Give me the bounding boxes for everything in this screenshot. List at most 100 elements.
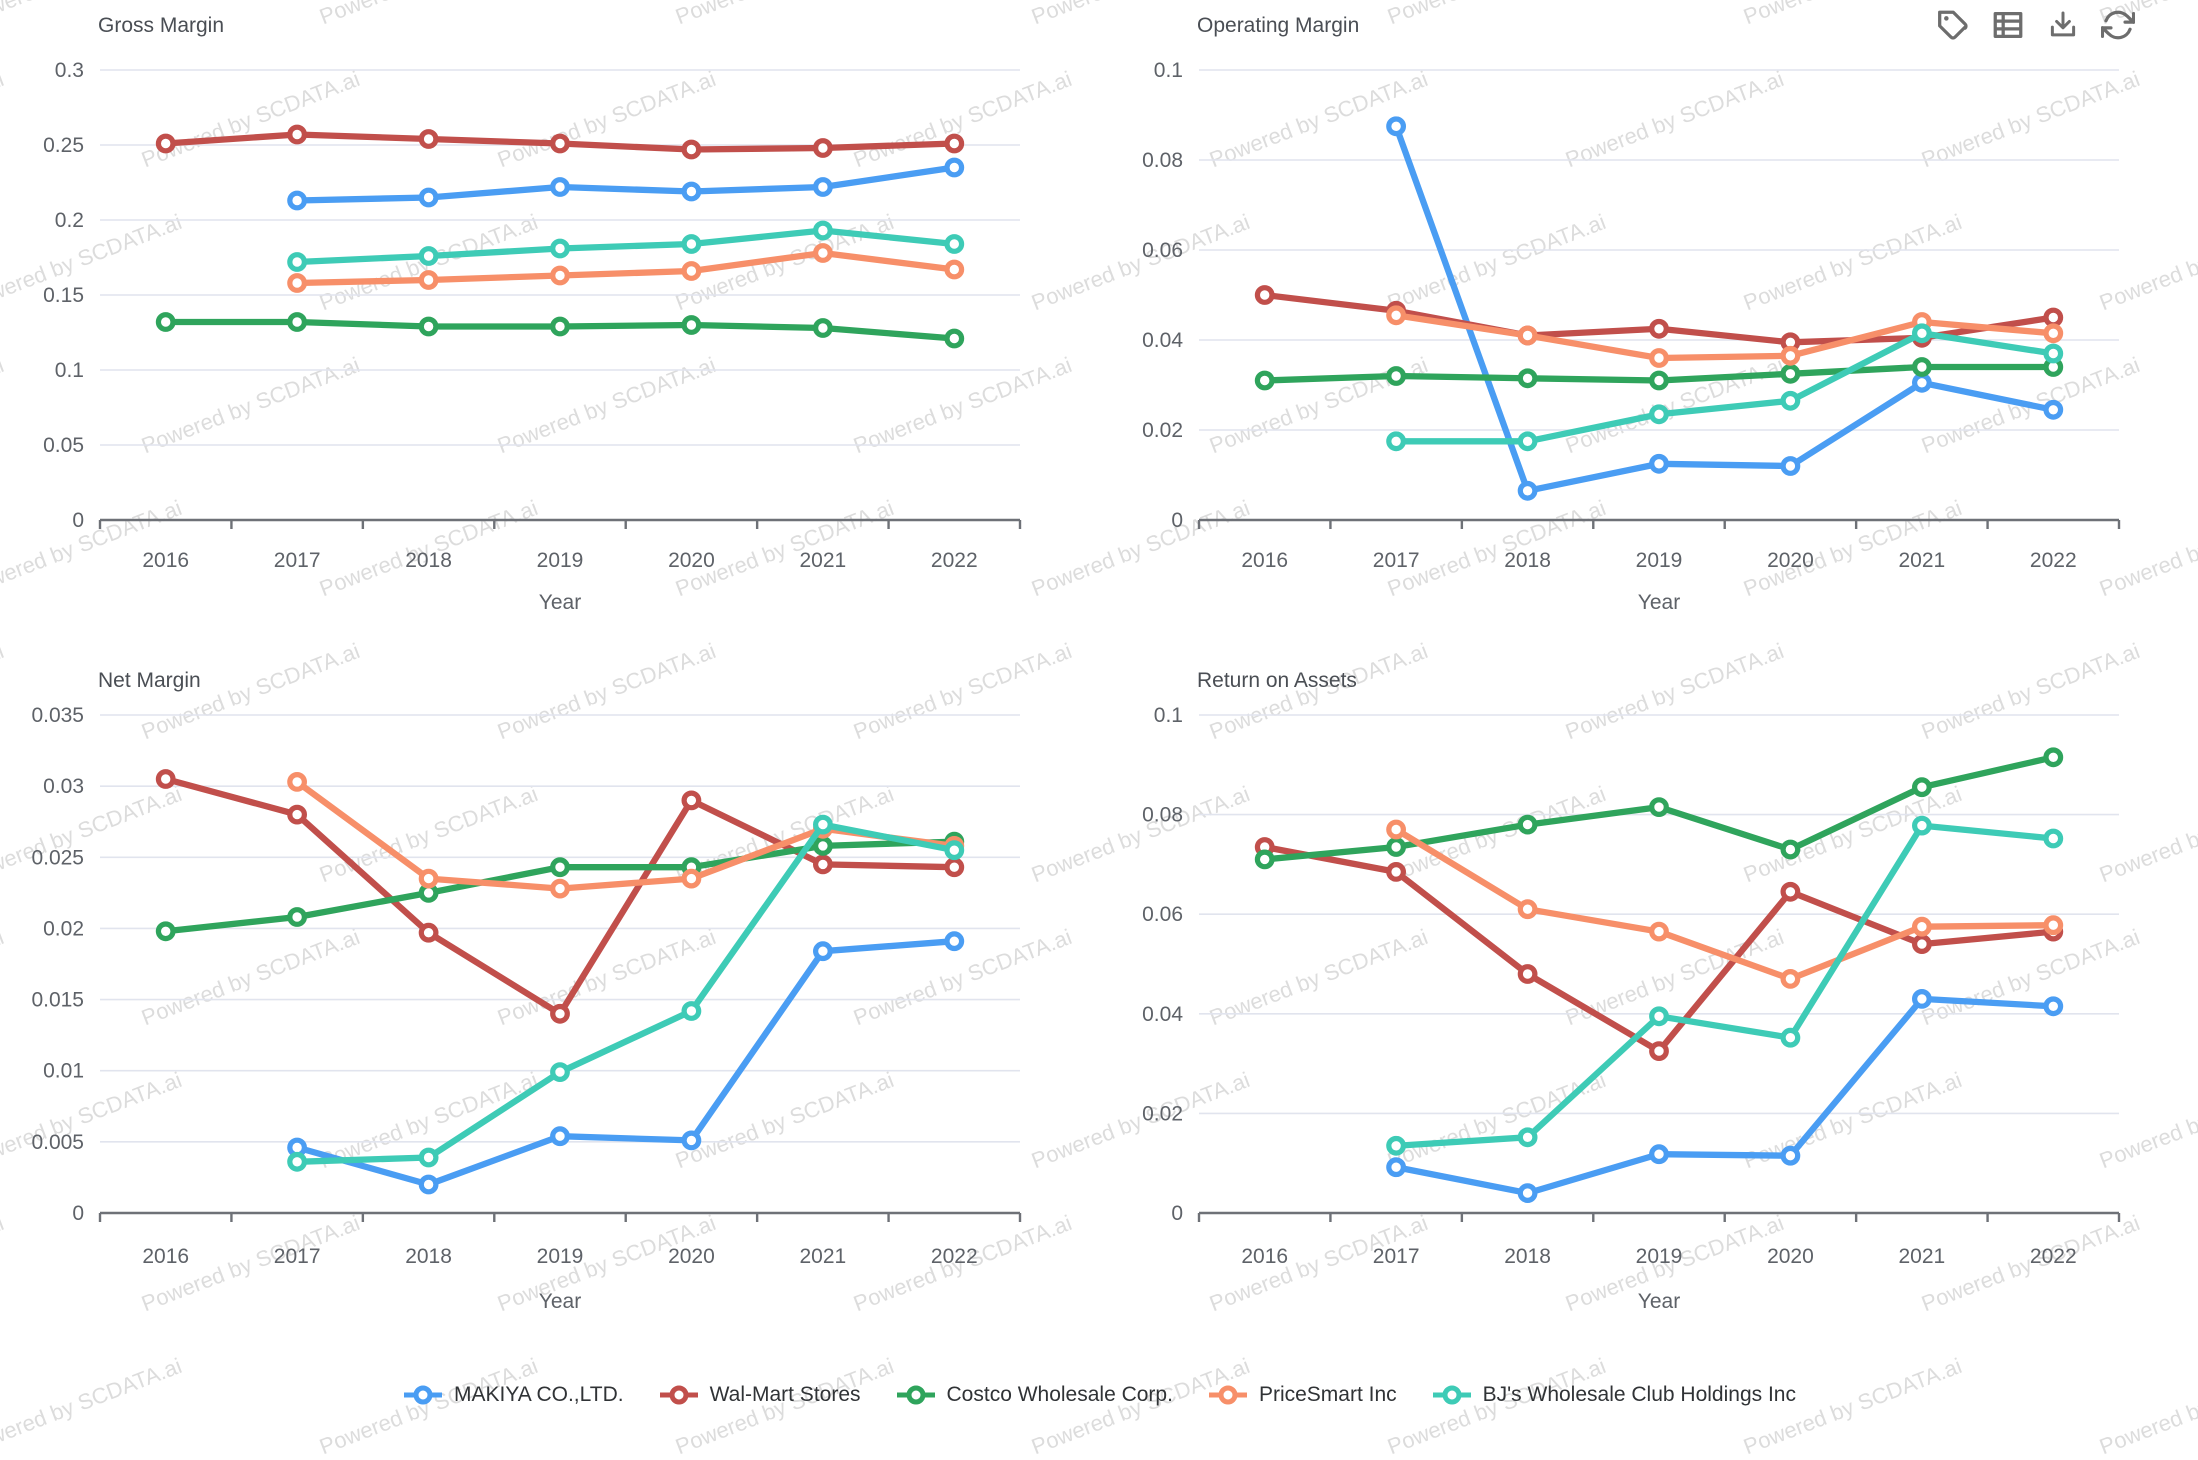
data-point-marker (2043, 323, 2064, 344)
data-point-marker (418, 868, 439, 889)
y-tick-label: 0 (1171, 1202, 1183, 1225)
data-point-marker (1517, 1127, 1538, 1148)
series-line (1392, 822, 2057, 1149)
x-tick-label: 2019 (537, 549, 584, 572)
series-line (1392, 826, 2057, 983)
data-point-marker (418, 270, 439, 290)
x-tick-label: 2019 (1636, 549, 1683, 572)
legend-item[interactable]: BJ's Wholesale Club Holdings Inc (1431, 1383, 1796, 1407)
return-on-assets-chart[interactable]: 0 0.02 0.04 0.06 0.08 0.1 2016 2017 2018 2019 2020… (1099, 653, 2198, 1313)
legend-item[interactable]: Costco Wholesale Corp. (895, 1383, 1173, 1407)
data-point-marker (1517, 368, 1538, 389)
refresh-icon[interactable] (2100, 7, 2136, 43)
data-point-marker (1912, 372, 1932, 393)
y-tick-label: 0.02 (1142, 419, 1183, 442)
data-point-marker (155, 921, 176, 942)
gross-margin-chart[interactable]: 0 0.05 0.1 0.15 0.2 0.25 0.3 2016 2017 2018 2019 20… (0, 0, 1099, 653)
data-point-marker (1912, 815, 1932, 836)
legend-label: Wal-Mart Stores (709, 1383, 861, 1406)
data-point-marker (418, 1147, 439, 1168)
x-tick-label: 2016 (142, 549, 189, 572)
charts-grid: Gross Margin 0 0.05 0.1 0.15 0.2 0.25 0.3 2016 2… (0, 0, 2198, 1313)
data-point-marker (681, 261, 702, 281)
data-point-marker (1912, 357, 1932, 377)
data-point-marker (681, 868, 702, 889)
series-line (293, 938, 958, 1188)
data-point-marker (813, 835, 833, 856)
data-point-marker (1649, 1144, 1669, 1165)
data-point-marker (1517, 1183, 1538, 1203)
data-point-marker (1912, 323, 1932, 344)
data-point-marker (1912, 934, 1932, 955)
x-tick-label: 2021 (799, 549, 846, 572)
data-point-marker (1912, 916, 1932, 937)
data-point-marker (813, 220, 833, 241)
y-tick-label: 0.01 (43, 1060, 84, 1083)
data-point-marker (1386, 116, 1407, 137)
x-tick-label: 2017 (274, 549, 321, 572)
data-point-marker (287, 804, 308, 825)
data-point-marker (155, 769, 176, 789)
legend-marker-icon (896, 1385, 935, 1405)
data-point-marker (1649, 318, 1669, 339)
y-tick-label: 0.08 (1142, 149, 1183, 172)
x-tick-label: 2016 (1241, 549, 1288, 572)
y-tick-label: 0.03 (43, 775, 84, 798)
data-point-marker (1517, 480, 1538, 501)
x-axis-title: Year (1638, 1290, 1680, 1313)
legend-item[interactable]: Wal-Mart Stores (658, 1383, 861, 1407)
data-point-marker (1517, 325, 1538, 346)
tag-icon[interactable] (1935, 7, 1971, 43)
legend-marker-icon (1208, 1385, 1247, 1405)
data-point-marker (287, 771, 308, 792)
x-tick-label: 2016 (142, 1245, 189, 1268)
chart-toolbar (1935, 7, 2136, 43)
data-point-marker (1649, 921, 1669, 942)
data-point-marker (287, 1151, 308, 1172)
data-point-marker (944, 857, 965, 878)
data-point-marker (944, 259, 965, 280)
data-table-icon[interactable] (1990, 7, 2026, 43)
x-tick-label: 2018 (405, 549, 452, 572)
series-line (1392, 995, 2057, 1197)
data-point-marker (681, 234, 702, 254)
operating-margin-chart[interactable]: 0 0.02 0.04 0.06 0.08 0.1 2016 2017 2018 2019 2020… (1099, 0, 2198, 653)
y-tick-label: 0.05 (43, 434, 84, 457)
x-tick-label: 2022 (2030, 1245, 2077, 1268)
x-tick-label: 2019 (537, 1245, 584, 1268)
x-tick-label: 2020 (1767, 1245, 1814, 1268)
data-point-marker (550, 316, 570, 337)
legend-marker-icon (404, 1385, 442, 1405)
series-line (293, 164, 958, 204)
x-tick-label: 2022 (931, 1245, 978, 1268)
data-point-marker (1386, 819, 1407, 840)
legend-item[interactable]: MAKIYA CO.,LTD. (402, 1383, 624, 1407)
y-tick-label: 0.02 (43, 917, 84, 940)
y-tick-label: 0.25 (43, 134, 84, 157)
data-point-marker (287, 124, 308, 145)
data-point-marker (1649, 370, 1669, 391)
data-point-marker (813, 243, 833, 263)
data-point-marker (287, 190, 308, 211)
data-point-marker (550, 177, 570, 197)
data-point-marker (418, 129, 439, 149)
download-icon[interactable] (2045, 7, 2081, 43)
data-point-marker (1780, 1027, 1801, 1048)
net-margin-chart-card: Net Margin 0 0.005 0.01 0.015 0.02 0.025 0.03 0… (0, 653, 1099, 1313)
data-point-marker (944, 157, 965, 178)
net-margin-chart[interactable]: 0 0.005 0.01 0.015 0.02 0.025 0.03 0.035 2016 201… (0, 653, 1099, 1313)
y-tick-label: 0.1 (55, 359, 84, 382)
y-tick-label: 0 (1171, 509, 1183, 532)
data-point-marker (550, 265, 570, 286)
y-tick-label: 0.06 (1142, 239, 1183, 262)
y-tick-label: 0.15 (43, 284, 84, 307)
legend-item[interactable]: PriceSmart Inc (1207, 1383, 1397, 1407)
data-point-marker (1649, 1041, 1669, 1062)
data-point-marker (418, 187, 439, 208)
y-tick-label: 0 (72, 1202, 84, 1225)
data-point-marker (2043, 343, 2064, 364)
data-point-marker (944, 133, 965, 154)
data-point-marker (418, 246, 439, 266)
y-tick-label: 0.015 (31, 989, 84, 1012)
data-point-marker (1780, 390, 1801, 411)
